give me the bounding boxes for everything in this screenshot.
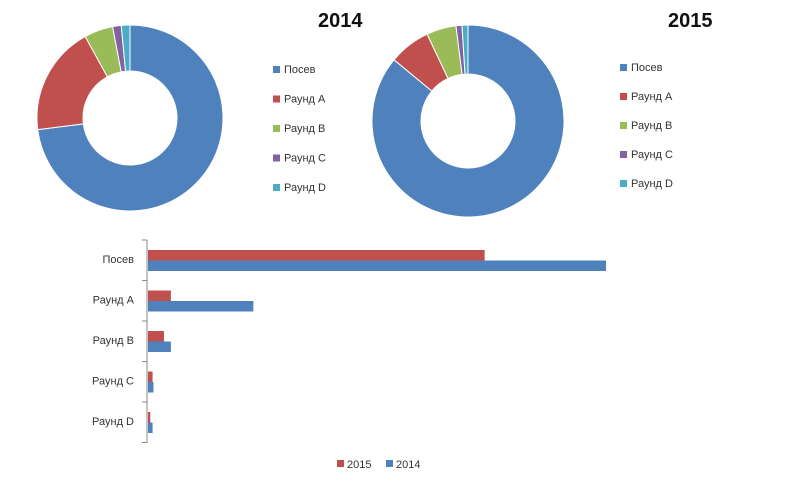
legend-2015: Посев Раунд A Раунд B Раунд C Раунд D — [620, 62, 673, 190]
legend-label-раунд-d: Раунд D — [284, 182, 326, 194]
legend-swatch-раунд-a — [273, 95, 280, 103]
legend-swatch-посев — [273, 66, 280, 73]
legend-swatch-раунд-c — [620, 151, 627, 158]
legend-label-раунд-a: Раунд A — [631, 91, 673, 103]
legend-swatch-раунд-d — [273, 184, 280, 191]
legend-swatch-раунд-c — [273, 154, 280, 162]
donut-slice-раунд-d — [120, 24, 131, 72]
chart-title-2015: 2015 — [668, 10, 713, 32]
legend-label-посев: Посев — [284, 64, 316, 76]
legend-label-раунд-b: Раунд B — [284, 123, 325, 135]
bar-category-label-раунд-c: Раунд C — [92, 376, 134, 388]
bar-legend-swatch-2015 — [337, 460, 344, 467]
bar-legend-label-2014: 2014 — [396, 459, 420, 471]
bar-раунд-d-2014 — [148, 422, 153, 433]
donut-slice-раунд-d — [461, 24, 469, 75]
donut-slice-посев — [37, 24, 224, 212]
legend-label-раунд-b: Раунд B — [631, 120, 672, 132]
chart-title-2014: 2014 — [318, 10, 363, 32]
bar-посев-2015 — [148, 250, 485, 261]
donut-chart-2014 — [36, 24, 224, 212]
bar-category-label-раунд-d: Раунд D — [92, 416, 134, 428]
bar-раунд-c-2014 — [148, 382, 154, 393]
bar-раунд-b-2015 — [148, 331, 165, 342]
donut-slice-посев — [371, 24, 565, 218]
bar-legend-swatch-2014 — [386, 460, 393, 467]
legend-2014: Посев Раунд A Раунд B Раунд C Раунд D — [273, 64, 326, 194]
bar-category-label-раунд-b: Раунд B — [93, 335, 134, 347]
bar-раунд-c-2015 — [148, 371, 153, 382]
bar-посев-2014 — [148, 260, 606, 271]
bar-раунд-a-2014 — [148, 301, 254, 312]
bar-legend-label-2015: 2015 — [347, 459, 371, 471]
bar-legend: 2015 2014 — [337, 459, 420, 471]
bar-раунд-d-2015 — [148, 412, 151, 423]
bar-раунд-a-2015 — [148, 290, 171, 301]
donut-chart-2015 — [371, 24, 565, 218]
legend-swatch-раунд-b — [620, 122, 627, 129]
legend-swatch-раунд-d — [620, 180, 627, 187]
legend-label-посев: Посев — [631, 62, 663, 74]
bar-category-label-посев: Посев — [103, 254, 135, 266]
bar-раунд-b-2014 — [148, 341, 171, 352]
legend-label-раунд-a: Раунд A — [284, 94, 326, 106]
legend-label-раунд-c: Раунд C — [284, 153, 326, 165]
legend-label-раунд-c: Раунд C — [631, 149, 673, 161]
legend-swatch-посев — [620, 64, 627, 71]
legend-swatch-раунд-a — [620, 93, 627, 100]
legend-swatch-раунд-b — [273, 125, 280, 132]
legend-label-раунд-d: Раунд D — [631, 178, 673, 190]
bar-category-label-раунд-a: Раунд A — [93, 295, 135, 307]
bar-chart: Посев Раунд A Раунд B Раунд C Раунд D — [92, 239, 606, 443]
